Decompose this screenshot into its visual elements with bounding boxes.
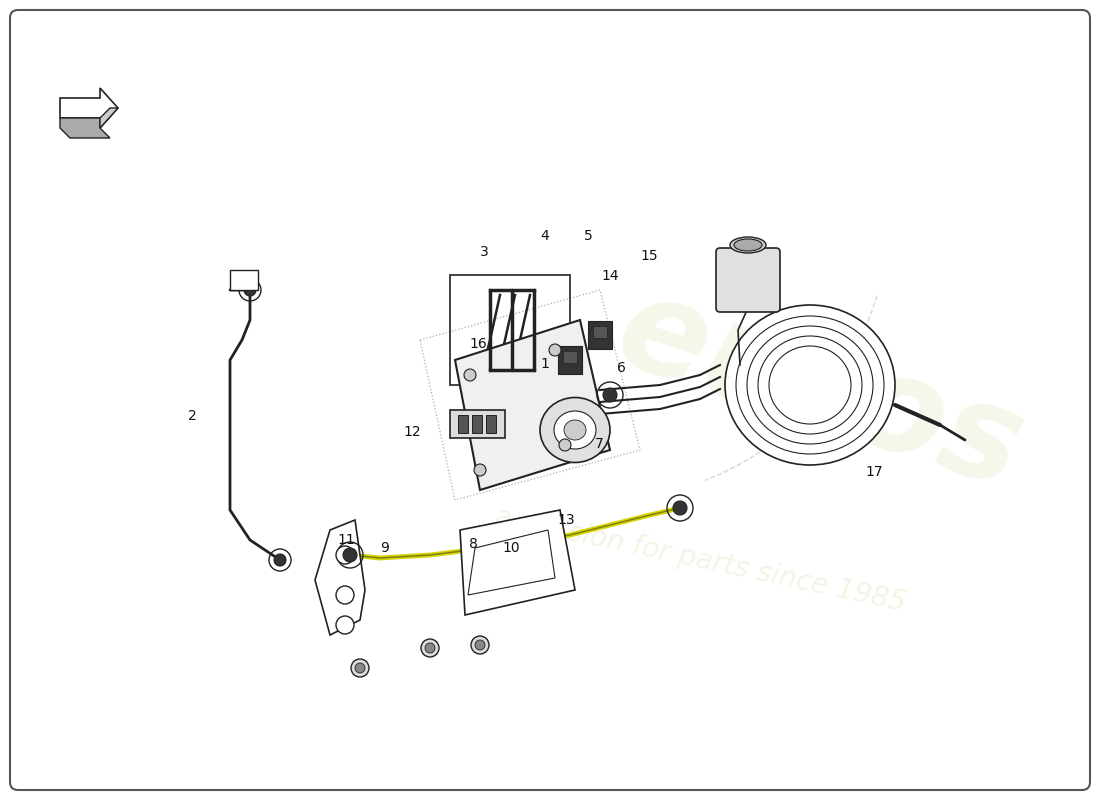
Text: euros: euros bbox=[602, 265, 1038, 515]
Text: 15: 15 bbox=[640, 249, 658, 263]
Polygon shape bbox=[468, 530, 556, 595]
Text: 2: 2 bbox=[188, 409, 197, 423]
Text: 3: 3 bbox=[480, 245, 488, 259]
Circle shape bbox=[355, 663, 365, 673]
Text: 12: 12 bbox=[404, 425, 421, 439]
Ellipse shape bbox=[730, 237, 766, 253]
Text: 6: 6 bbox=[617, 361, 626, 375]
Text: 16: 16 bbox=[470, 337, 487, 351]
Circle shape bbox=[603, 388, 617, 402]
Circle shape bbox=[673, 501, 688, 515]
Polygon shape bbox=[315, 520, 365, 635]
Text: 4: 4 bbox=[540, 229, 549, 243]
Text: 13: 13 bbox=[558, 513, 575, 527]
Ellipse shape bbox=[554, 411, 596, 449]
Ellipse shape bbox=[734, 239, 762, 251]
Polygon shape bbox=[100, 108, 118, 128]
Text: 11: 11 bbox=[338, 533, 355, 547]
Text: 7: 7 bbox=[595, 437, 604, 451]
Polygon shape bbox=[460, 510, 575, 615]
Circle shape bbox=[343, 548, 358, 562]
Circle shape bbox=[421, 639, 439, 657]
Text: 1: 1 bbox=[540, 357, 549, 371]
Circle shape bbox=[274, 554, 286, 566]
Bar bbox=[450, 410, 505, 438]
Circle shape bbox=[475, 640, 485, 650]
Text: 14: 14 bbox=[602, 269, 619, 283]
Circle shape bbox=[336, 616, 354, 634]
Bar bbox=[588, 321, 612, 349]
Circle shape bbox=[474, 464, 486, 476]
FancyBboxPatch shape bbox=[716, 248, 780, 312]
Bar bbox=[563, 351, 578, 363]
Text: a passion for parts since 1985: a passion for parts since 1985 bbox=[492, 502, 909, 618]
Text: 17: 17 bbox=[866, 465, 883, 479]
Circle shape bbox=[336, 586, 354, 604]
Bar bbox=[230, 270, 258, 290]
Circle shape bbox=[559, 439, 571, 451]
Circle shape bbox=[336, 546, 354, 564]
Ellipse shape bbox=[564, 420, 586, 440]
Bar bbox=[458, 415, 468, 433]
Circle shape bbox=[425, 643, 435, 653]
Circle shape bbox=[464, 369, 476, 381]
Bar bbox=[558, 346, 582, 374]
Bar bbox=[486, 415, 496, 433]
Text: 5: 5 bbox=[584, 229, 593, 243]
Text: 9: 9 bbox=[381, 541, 389, 555]
Circle shape bbox=[351, 659, 369, 677]
Circle shape bbox=[244, 284, 256, 296]
Bar bbox=[593, 326, 607, 338]
Text: 8: 8 bbox=[469, 537, 477, 551]
Ellipse shape bbox=[725, 305, 895, 465]
Polygon shape bbox=[60, 118, 110, 138]
Circle shape bbox=[471, 636, 490, 654]
Polygon shape bbox=[60, 88, 118, 128]
Polygon shape bbox=[455, 320, 610, 490]
Circle shape bbox=[549, 344, 561, 356]
Ellipse shape bbox=[540, 398, 611, 462]
Bar bbox=[450, 275, 570, 385]
Text: 10: 10 bbox=[503, 541, 520, 555]
Bar bbox=[472, 415, 482, 433]
